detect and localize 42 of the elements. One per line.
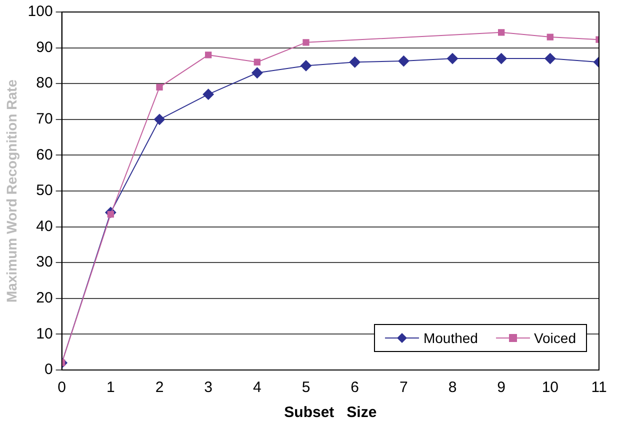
x-tick-label: 3 [204, 379, 212, 396]
x-tick-label: 10 [542, 379, 559, 396]
point [546, 34, 554, 40]
y-tick-label: 100 [28, 3, 53, 20]
y-tick-label: 20 [36, 290, 53, 307]
y-tick-label: 80 [36, 74, 53, 92]
x-tick-label: 4 [252, 379, 262, 396]
legend-label: Voiced [534, 330, 576, 346]
y-axis-title: Maximum Word Recognition Rate [3, 79, 20, 302]
y-tick-label: 10 [36, 325, 53, 342]
x-tick-label: 8 [448, 379, 457, 396]
point [302, 39, 310, 46]
x-tick-label: 6 [350, 379, 359, 396]
point [544, 53, 556, 64]
point [447, 53, 458, 64]
point [202, 88, 214, 100]
y-tick-label: 60 [36, 146, 53, 164]
point [252, 67, 263, 78]
y-tick-label: 40 [36, 218, 53, 235]
x-tick-label: 0 [58, 379, 66, 396]
point [349, 56, 360, 68]
x-tick-label: 7 [399, 379, 408, 396]
point [154, 114, 165, 125]
point [300, 60, 312, 72]
legend-label: Mouthed [423, 330, 478, 346]
x-tick-label: 11 [591, 379, 607, 396]
y-tick-label: 90 [36, 38, 53, 56]
x-tick-label: 2 [155, 379, 164, 396]
x-tick-label: 5 [302, 379, 310, 396]
point [205, 52, 212, 58]
x-tick-label: 9 [497, 379, 506, 396]
point [496, 53, 507, 64]
x-axis-title: Subset Size [284, 404, 377, 422]
x-tick-label: 1 [106, 379, 115, 396]
y-tick-label: 0 [44, 361, 53, 378]
point [398, 56, 410, 67]
point [156, 84, 163, 91]
point [498, 29, 505, 36]
point [254, 58, 260, 66]
y-tick-label: 70 [36, 110, 53, 128]
y-tick-label: 30 [36, 254, 53, 271]
y-tick-label: 50 [36, 182, 53, 200]
